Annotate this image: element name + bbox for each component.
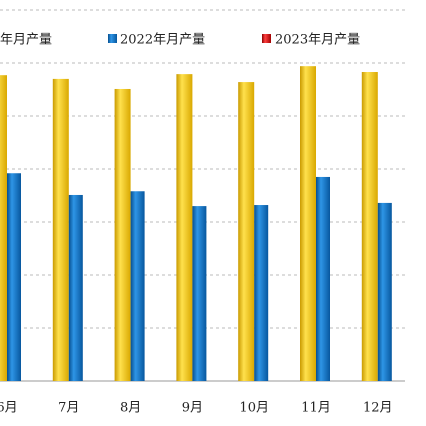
bar (192, 206, 207, 381)
legend-swatch (108, 34, 117, 43)
x-tick-label: 11月 (301, 401, 331, 416)
x-tick-label: 9月 (182, 401, 203, 416)
legend-label: 2023年月产量 (275, 33, 360, 48)
x-tick-label: 8月 (120, 401, 141, 416)
legend-swatch (262, 34, 271, 43)
bar (7, 173, 21, 381)
x-tick-label: 12月 (363, 401, 393, 416)
bar (254, 205, 269, 381)
bar (130, 191, 145, 381)
bar (238, 82, 255, 381)
x-tick-label: 7月 (58, 401, 79, 416)
bar (52, 78, 69, 382)
bar (176, 74, 193, 381)
bar (316, 176, 330, 381)
bar (114, 88, 131, 381)
bar (68, 194, 83, 381)
bar (0, 75, 7, 381)
x-tick-label: 10月 (239, 401, 269, 416)
bar (300, 66, 316, 382)
x-tick-label: 6月 (0, 401, 18, 416)
bar (377, 202, 392, 381)
legend-label: 2022年月产量 (120, 33, 205, 48)
legend-label: 年月产量 (0, 33, 52, 48)
bar (361, 72, 378, 381)
